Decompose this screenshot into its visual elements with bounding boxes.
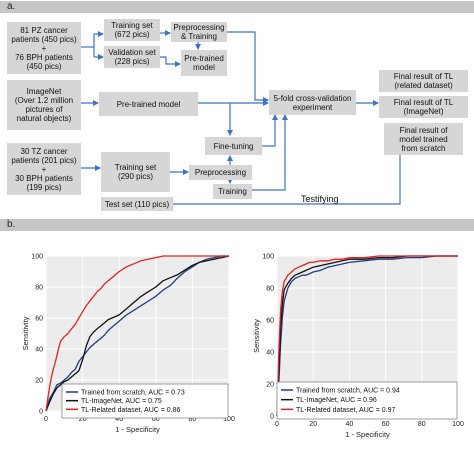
panel-a-label: a. [7,1,16,12]
x-tick-label: 40 [346,421,354,428]
result-tl-related-box: Final result of TL (related dataset) [379,70,468,92]
x-tick-label: 60 [152,416,160,423]
testifying-label: Testifying [301,194,339,204]
roc-chart-right: 00 20 20 40 40 60 60 80 80 100 100 1 - Specificity S… [252,254,464,440]
y-tick-label: 0 [270,414,274,421]
y-tick-label: 80 [35,285,43,292]
x-tick-label: 20 [309,421,317,428]
y-tick-label: 60 [35,316,43,323]
arrow-training-to-cv [252,114,288,191]
x-axis-label: 1 - Specificity [345,430,390,439]
y-tick-label: 0 [39,409,43,416]
x-tick-label: 20 [79,416,87,423]
pretrained-model-small-box: Pre-trained model [181,50,227,76]
legend-entry-2: TL-ImageNet, AUC = 0.75 [81,398,162,405]
result-scratch-box: Final result of model trained from scrat… [384,123,463,155]
arrow-top-to-cv [227,31,269,103]
pretrained-model-box: Pre-trained model [99,92,198,116]
legend-box [276,381,458,420]
legend-box [61,383,229,419]
y-tick-label: 100 [262,254,274,261]
training-set-box: Training set (672 pics) [104,19,160,41]
series-line-1 [45,255,229,412]
training-box: Training [213,184,252,199]
y-tick-label: 80 [266,286,274,293]
x-tick-label: 100 [223,416,235,423]
x-tick-label: 0 [275,421,279,428]
pz-bph-patients-box: 81 PZ cancer patients (450 pics) + 76 BP… [7,22,81,74]
imagenet-box: ImageNet (Over 1.2 million pictures of n… [7,80,81,130]
series-line-3 [45,255,229,412]
y-tick-label: 20 [266,382,274,389]
roc-chart-left: 00 20 20 40 40 60 60 80 80 100 100 1 - Specificity S… [21,254,235,435]
y-tick-label: 20 [35,378,43,385]
y-tick-label: 60 [266,318,274,325]
y-tick-label: 40 [266,350,274,357]
y-tick-label: 100 [31,254,43,261]
validation-set-box: Validation set (228 pics) [104,46,160,68]
training-set-2-box: Training set (290 pics) [101,152,170,192]
y-tick-label: 40 [35,347,43,354]
arrow-finetune-to-cv [262,114,278,147]
preprocessing-box: Preprocessing [189,165,252,180]
x-tick-label: 0 [44,416,48,423]
panel-a-header: a. [0,1,474,13]
series-line-3 [276,255,458,417]
series-line-2 [45,255,230,412]
legend-entry-3: TL-Related dataset, AUC = 0.97 [296,407,396,414]
test-set-box: Test set (110 pics) [101,197,173,211]
flow-connectors [81,30,403,205]
x-axis-label: 1 - Specificity [115,425,160,434]
tz-bph-patients-box: 30 TZ cancer patients (201 pics) + 30 BP… [7,143,81,195]
legend-entry-1: Trained from scratch, AUC = 0.73 [81,390,185,397]
legend-entry-1: Trained from scratch, AUC = 0.94 [296,388,400,395]
cv-experiment-box: 5-fold cross-validation experiment [269,90,356,115]
panel-b-header: b. [0,219,474,231]
x-tick-label: 80 [189,416,197,423]
x-tick-label: 80 [418,421,426,428]
x-tick-label: 60 [382,421,390,428]
panel-b-label: b. [7,219,16,230]
arrow-validation-to-model [160,56,181,67]
fine-tuning-box: Fine-tuning [205,137,262,155]
y-axis-label: Sensitivity [252,319,261,353]
legend-entry-2: TL-ImageNet, AUC = 0.96 [296,397,377,404]
arrow-testifying [173,137,403,205]
series-line-1 [276,255,458,417]
y-axis-label: Sensitivity [21,316,30,350]
legend-entry-3: TL-Related dataset, AUC = 0.86 [81,407,181,414]
x-tick-label: 100 [452,421,464,428]
preprocessing-training-box: Preprocessing & Training [171,22,227,42]
result-tl-imagenet-box: Final result of TL (ImageNet) [379,96,468,118]
x-tick-label: 40 [115,416,123,423]
